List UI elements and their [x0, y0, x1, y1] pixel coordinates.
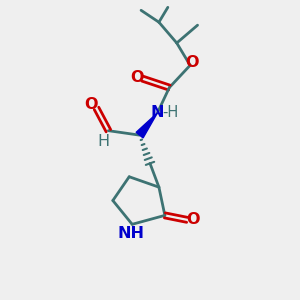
- Text: -H: -H: [163, 105, 179, 120]
- Text: O: O: [130, 70, 143, 85]
- Text: NH: NH: [117, 226, 144, 241]
- Text: O: O: [84, 97, 98, 112]
- Text: O: O: [186, 212, 199, 227]
- Text: N: N: [151, 105, 164, 120]
- Text: H: H: [98, 134, 110, 149]
- Text: O: O: [185, 56, 198, 70]
- Polygon shape: [136, 113, 158, 138]
